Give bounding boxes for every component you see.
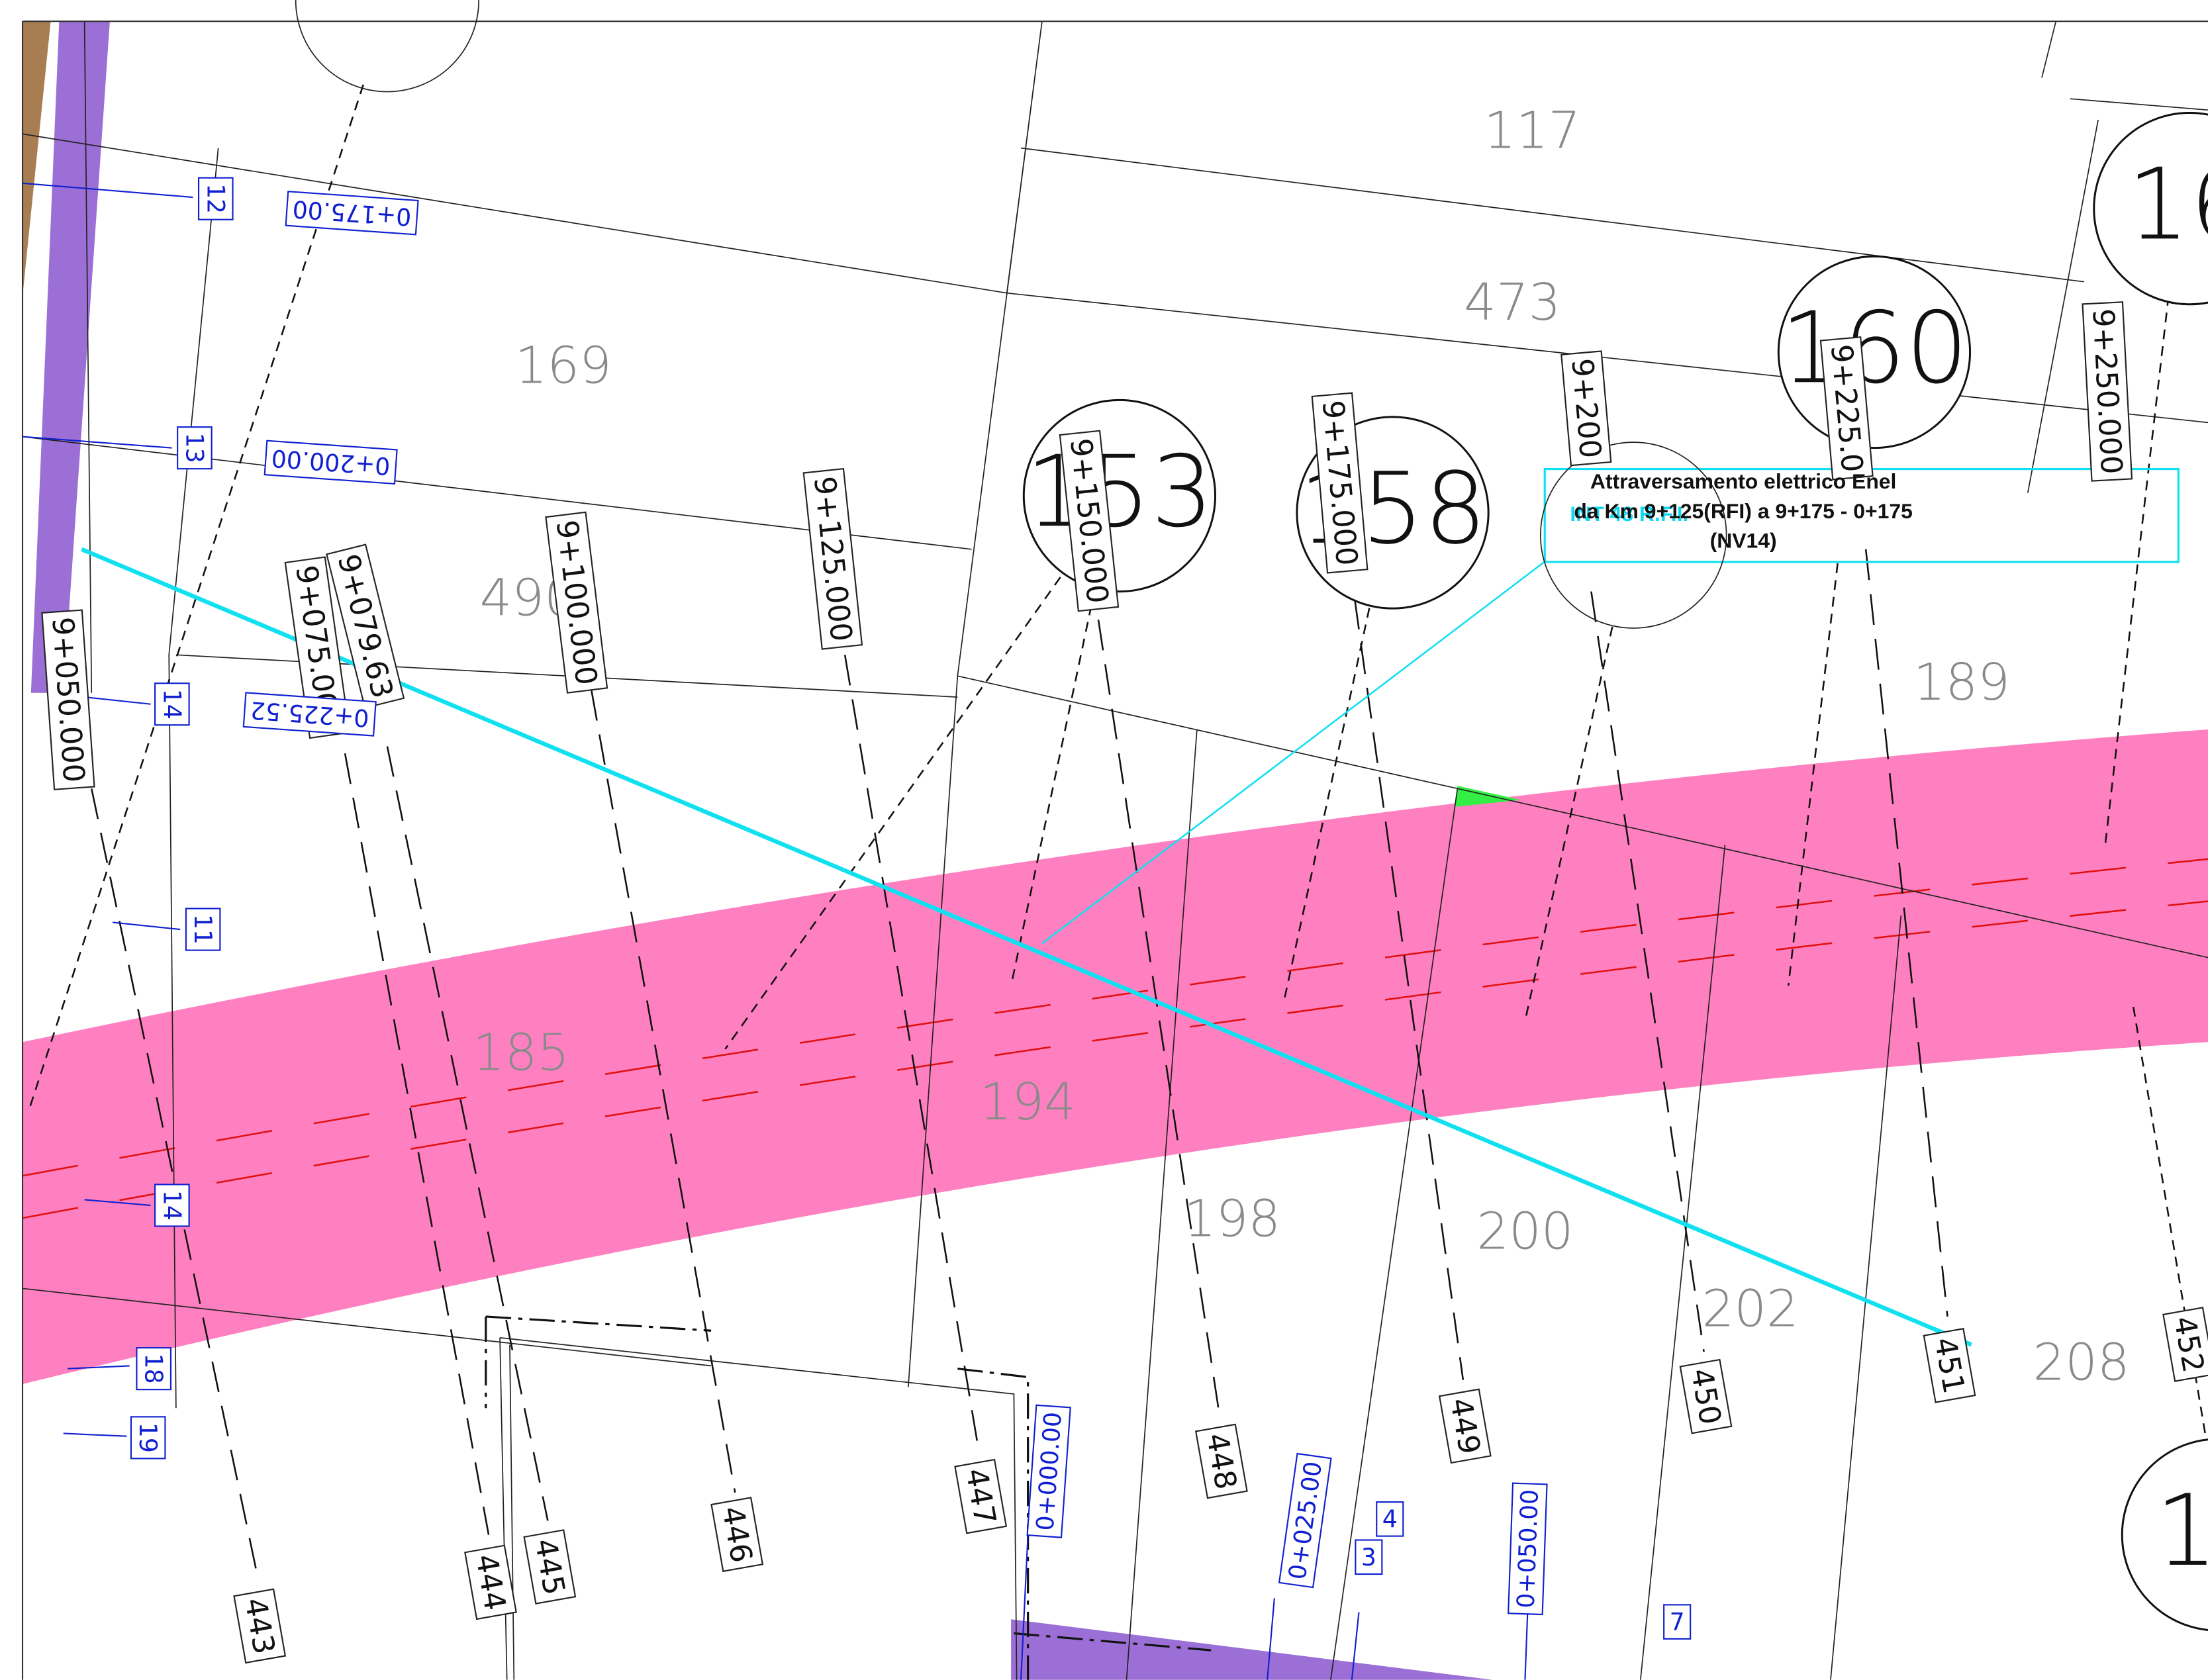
circle-number-group: 16 xyxy=(2127,148,2208,262)
parcel-number: 200 xyxy=(1476,1203,1573,1262)
circle-number-group: 16 xyxy=(2155,1474,2208,1589)
chainage-label: 4 xyxy=(1382,1505,1398,1533)
chainage-label: 19 xyxy=(134,1423,162,1453)
chainage-label: 3 xyxy=(1361,1543,1376,1571)
chainage-label: 14 xyxy=(158,689,186,720)
page: {"parcels": ["117", "473", "169", "490",… xyxy=(0,0,2208,1680)
circle-number: 160 xyxy=(1780,291,1968,406)
parcel-number: 198 xyxy=(1184,1190,1280,1248)
chainage-label-group: 3 xyxy=(1355,1540,1382,1575)
circle-number-group: 160 xyxy=(1780,291,1968,406)
chainage-label-group: 11 xyxy=(186,909,220,951)
chainage-label-group: 12 xyxy=(199,178,233,220)
parcel-number-group: 473 xyxy=(1464,273,1560,332)
chainage-label: 18 xyxy=(140,1354,168,1384)
parcel-number: 208 xyxy=(2033,1333,2130,1392)
parcel-number-group: 185 xyxy=(473,1023,569,1082)
parcel-number-group: 200 xyxy=(1476,1203,1573,1262)
circle-number: 16 xyxy=(2155,1474,2208,1589)
parcel-number-group: 169 xyxy=(515,337,612,396)
parcel-number: 202 xyxy=(1702,1280,1799,1339)
chainage-label-group: 4 xyxy=(1376,1502,1403,1536)
chainage-label-group: 18 xyxy=(136,1348,171,1389)
chainage-label: 13 xyxy=(180,433,209,463)
station-label-group: 9+250.000 xyxy=(2083,302,2132,481)
chainage-label-group: 13 xyxy=(177,427,212,469)
parcel-number-group: 117 xyxy=(1484,101,1580,160)
chainage-label-group: 7 xyxy=(1664,1605,1690,1639)
parcel-number: 189 xyxy=(1913,653,2010,712)
chainage-label: 0+050.00 xyxy=(1512,1489,1544,1609)
parcel-number: 169 xyxy=(515,337,612,396)
parcel-number-group: 198 xyxy=(1184,1190,1280,1248)
chainage-label: 12 xyxy=(201,183,230,214)
chainage-label: 11 xyxy=(189,914,217,945)
chainage-label-group: 14 xyxy=(155,1184,189,1226)
chainage-label: 7 xyxy=(1670,1608,1685,1636)
callout-text: (NV14) xyxy=(1710,529,1777,553)
parcel-number-group: 202 xyxy=(1702,1280,1799,1339)
chainage-label-group: 19 xyxy=(131,1417,166,1458)
callout-text: Attraversamento elettrico Enel xyxy=(1590,469,1897,493)
callout-text: da Km 9+125(RFI) a 9+175 - 0+175 xyxy=(1574,499,1912,523)
chainage-label: 14 xyxy=(158,1190,186,1221)
parcel-number: 117 xyxy=(1484,101,1580,160)
chainage-label-group: 0+050.00 xyxy=(1508,1483,1547,1614)
circle-number-group: 153 xyxy=(1026,435,1214,549)
drawing: INT 48 R.F.I. 11747316949018918519419820… xyxy=(0,0,2208,1680)
parcel-number: 473 xyxy=(1464,273,1560,332)
parcel-number: 194 xyxy=(980,1073,1077,1132)
chainage-label-group: 14 xyxy=(155,683,189,725)
circle-number: 16 xyxy=(2127,148,2208,262)
parcel-number-group: 194 xyxy=(980,1073,1077,1132)
parcel-number-group: 208 xyxy=(2033,1333,2130,1392)
parcel-number-group: 189 xyxy=(1913,653,2010,712)
circle-number: 153 xyxy=(1026,435,1214,549)
parcel-number: 185 xyxy=(473,1023,569,1082)
